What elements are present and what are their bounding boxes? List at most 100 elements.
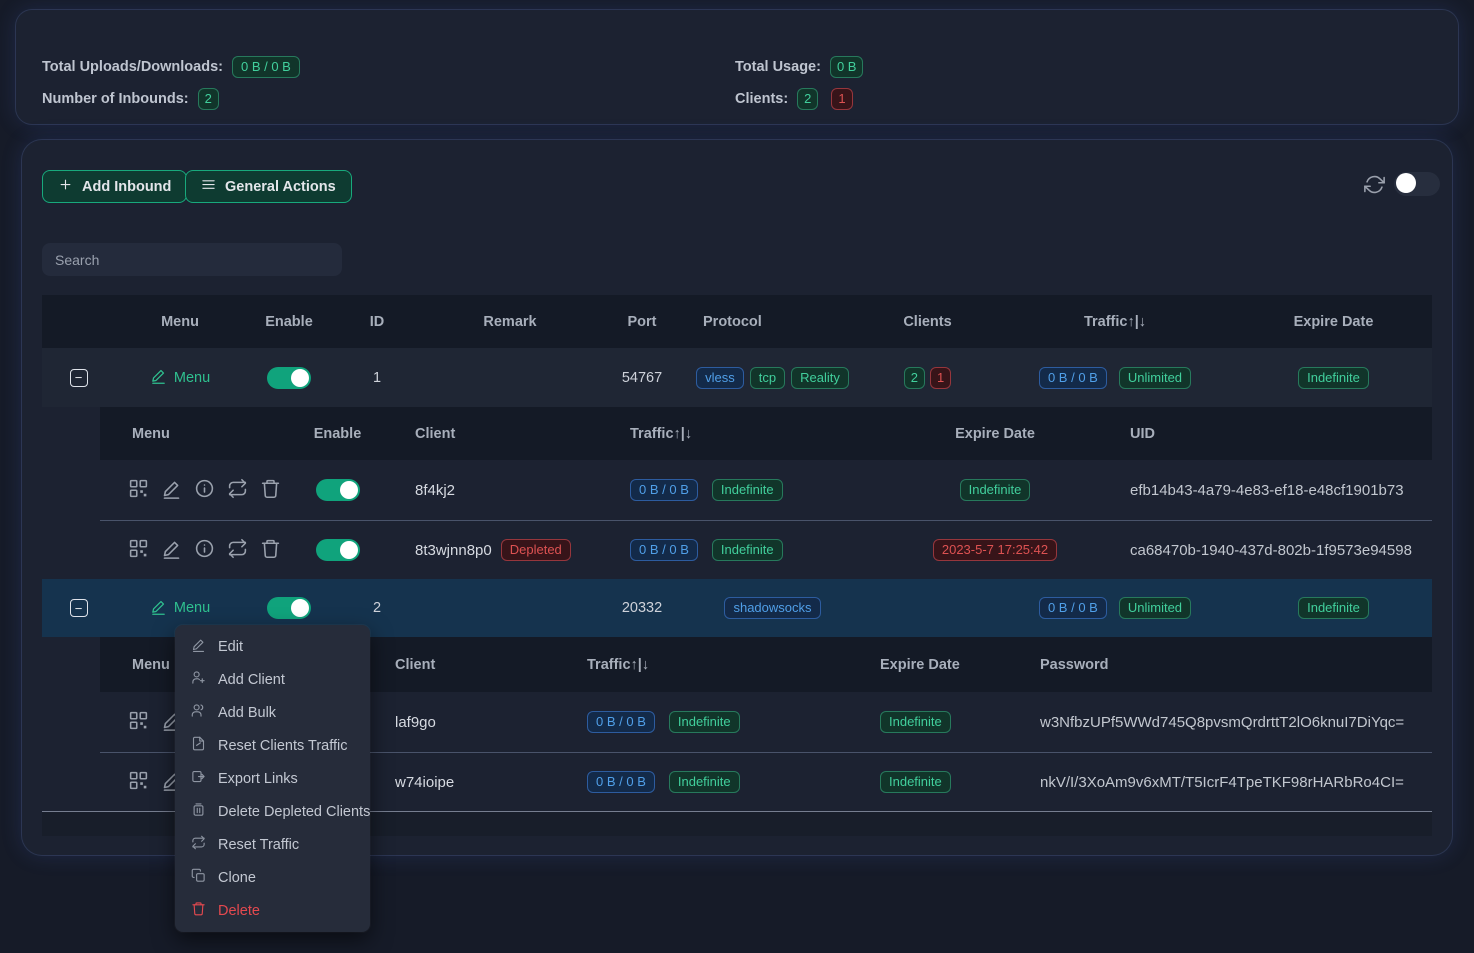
inbounds-table-header: Menu Enable ID Remark Port Protocol Clie… [42, 295, 1432, 348]
edit-icon [150, 598, 167, 619]
menu-item-delete-depleted-clients[interactable]: Delete Depleted Clients [175, 795, 370, 828]
client-password: nkV/I/3XoAm9v6xMT/T5IcrF4TpeTKF98rHARbRo… [1040, 773, 1404, 791]
stat-usage: Total Usage: 0 B [735, 56, 864, 78]
expire-badge: Indefinite [880, 771, 951, 793]
header-expire-date: Expire Date [1293, 313, 1374, 330]
client-name: laf9go [395, 713, 436, 731]
menu-item-label: Delete Depleted Clients [218, 803, 371, 820]
qrcode-icon[interactable] [128, 770, 149, 795]
dark-mode-toggle[interactable] [1394, 172, 1440, 196]
plus-icon [58, 177, 73, 196]
header-enable: Enable [313, 425, 362, 442]
add-inbound-label: Add Inbound [82, 178, 172, 195]
clients-table-header: Menu Enable Client Traffic↑|↓ Expire Dat… [100, 407, 1432, 460]
client-name: 8f4kj2 [415, 481, 456, 499]
protocol-tag: shadowsocks [724, 597, 821, 619]
menu-item-label: Reset Clients Traffic [218, 737, 348, 754]
enable-toggle[interactable] [267, 597, 311, 619]
edit-icon [150, 367, 167, 388]
traffic-badge: 0 B / 0 B [630, 539, 698, 561]
uploads-label: Total Uploads/Downloads: [42, 59, 223, 75]
qrcode-icon[interactable] [128, 710, 149, 735]
reset-traffic-icon[interactable] [227, 478, 248, 503]
row-menu-button[interactable]: Menu [150, 367, 210, 388]
qrcode-icon[interactable] [128, 538, 149, 563]
users-icon [191, 703, 206, 722]
general-actions-button[interactable]: General Actions [185, 170, 352, 203]
inbound-row-1: − Menu 1 54767 vless tcp [42, 348, 1432, 407]
menu-lines-icon [201, 177, 216, 196]
header-client: Client [395, 656, 436, 673]
reset-traffic-icon[interactable] [227, 538, 248, 563]
trash-box-icon [191, 802, 206, 821]
enable-toggle[interactable] [267, 366, 311, 389]
client-row-8f4kj2: 8f4kj2 0 B / 0 B Indefinite Indefinite e… [100, 460, 1432, 520]
delete-icon[interactable] [260, 538, 281, 563]
traffic-limit-badge: Indefinite [668, 711, 740, 733]
inbound-port: 54767 [621, 369, 663, 386]
expire-badge: Indefinite [880, 711, 951, 733]
copy-icon [191, 868, 206, 887]
usage-label: Total Usage: [735, 59, 821, 75]
stat-clients: Clients: 2 1 [735, 88, 853, 110]
menu-item-label: Clone [218, 869, 256, 886]
menu-item-add-bulk[interactable]: Add Bulk [175, 696, 370, 729]
user-plus-icon [191, 670, 206, 689]
menu-item-label: Add Bulk [218, 704, 277, 721]
header-menu: Menu [132, 656, 170, 673]
clients-table-inbound-1: Menu Enable Client Traffic↑|↓ Expire Dat… [100, 407, 1432, 579]
clients-depleted-badge: 1 [831, 88, 853, 110]
add-inbound-button[interactable]: Add Inbound [42, 170, 188, 203]
menu-item-add-client[interactable]: Add Client [175, 663, 370, 696]
traffic-limit-badge: Indefinite [711, 479, 783, 501]
header-protocol: Protocol [703, 313, 762, 330]
traffic-badge: 0 B / 0 B [1038, 366, 1107, 389]
header-remark: Remark [483, 313, 537, 330]
menu-item-label: Delete [218, 902, 260, 919]
header-traffic[interactable]: Traffic↑|↓ [1083, 313, 1147, 330]
delete-icon [191, 901, 206, 920]
depleted-badge: Depleted [500, 539, 571, 561]
delete-icon[interactable] [260, 478, 281, 503]
collapse-row-button[interactable]: − [69, 599, 88, 617]
expire-badge: Indefinite [1298, 597, 1369, 619]
menu-item-edit[interactable]: Edit [175, 630, 370, 663]
header-traffic[interactable]: Traffic↑|↓ [630, 425, 693, 442]
enable-toggle[interactable] [315, 539, 360, 561]
edit-icon[interactable] [161, 538, 182, 563]
menu-item-reset-traffic[interactable]: Reset Traffic [175, 828, 370, 861]
inbounds-value-badge: 2 [197, 88, 219, 110]
edit-icon[interactable] [161, 478, 182, 503]
collapse-row-button[interactable]: − [69, 368, 88, 387]
reset-traffic-icon [191, 835, 206, 854]
header-traffic[interactable]: Traffic↑|↓ [587, 656, 650, 673]
menu-item-clone[interactable]: Clone [175, 861, 370, 894]
menu-item-delete[interactable]: Delete [175, 894, 370, 927]
client-row-8t3wjnn8p0: 8t3wjnn8p0 Depleted 0 B / 0 B Indefinite… [100, 520, 1432, 579]
header-port: Port [627, 313, 657, 330]
clients-depleted-badge: 1 [930, 366, 952, 389]
qrcode-icon[interactable] [128, 478, 149, 503]
client-name: w74ioipe [395, 773, 455, 791]
search-input[interactable] [42, 243, 342, 276]
row-menu-label: Menu [173, 600, 211, 616]
expire-badge: Indefinite [959, 479, 1031, 501]
client-uid: efb14b43-4a79-4e83-ef18-e48cf1901b73 [1130, 481, 1404, 499]
info-icon[interactable] [194, 538, 215, 563]
traffic-badge: 0 B / 0 B [587, 711, 655, 733]
info-icon[interactable] [194, 478, 215, 503]
menu-item-export-links[interactable]: Export Links [175, 762, 370, 795]
edit-icon [191, 637, 206, 656]
traffic-limit-badge: Indefinite [711, 539, 783, 561]
menu-item-reset-clients-traffic[interactable]: Reset Clients Traffic [175, 729, 370, 762]
menu-item-label: Edit [218, 638, 243, 655]
header-expire-date: Expire Date [880, 656, 960, 673]
refresh-icon[interactable] [1364, 174, 1385, 200]
row-menu-label: Menu [173, 369, 211, 386]
header-id: ID [369, 313, 385, 330]
row-menu-button[interactable]: Menu [150, 598, 210, 619]
enable-toggle[interactable] [315, 479, 360, 501]
stat-uploads: Total Uploads/Downloads: 0 B / 0 B [42, 56, 300, 78]
traffic-badge: 0 B / 0 B [587, 771, 655, 793]
client-password: w3NfbzUPf5WWd745Q8pvsmQrdrttT2lO6knuI7Di… [1040, 713, 1405, 731]
